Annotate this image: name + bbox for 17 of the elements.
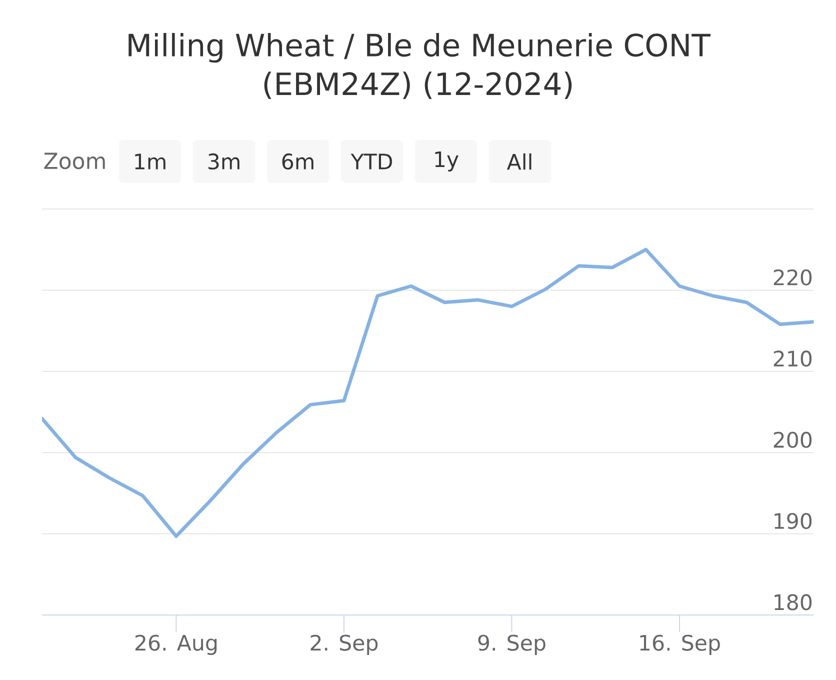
y-tick-label: 180 (774, 594, 812, 610)
y-tick-label: 210 (774, 350, 812, 367)
text: Zoom (44, 152, 105, 170)
x-tick-label: 9. Sep (478, 634, 546, 655)
text: 1y (435, 151, 458, 172)
y-tick-label: 200 (774, 432, 812, 448)
text: 3m (208, 153, 240, 170)
y-tick-label: 220 (774, 269, 812, 286)
y-tick-label: 190 (774, 512, 812, 530)
chart-title: Milling Wheat / Ble de Meunerie CONT (EBM24Z) (12-2024) (128, 32, 710, 99)
text: 1m (135, 154, 166, 170)
x-tick-label: 16. Sep (640, 634, 720, 655)
x-tick-label: 26. Aug (135, 634, 217, 655)
text: All (506, 153, 532, 170)
text: 6m (282, 153, 314, 170)
x-tick-label: 2. Sep (310, 634, 378, 655)
text: YTD (350, 154, 392, 170)
